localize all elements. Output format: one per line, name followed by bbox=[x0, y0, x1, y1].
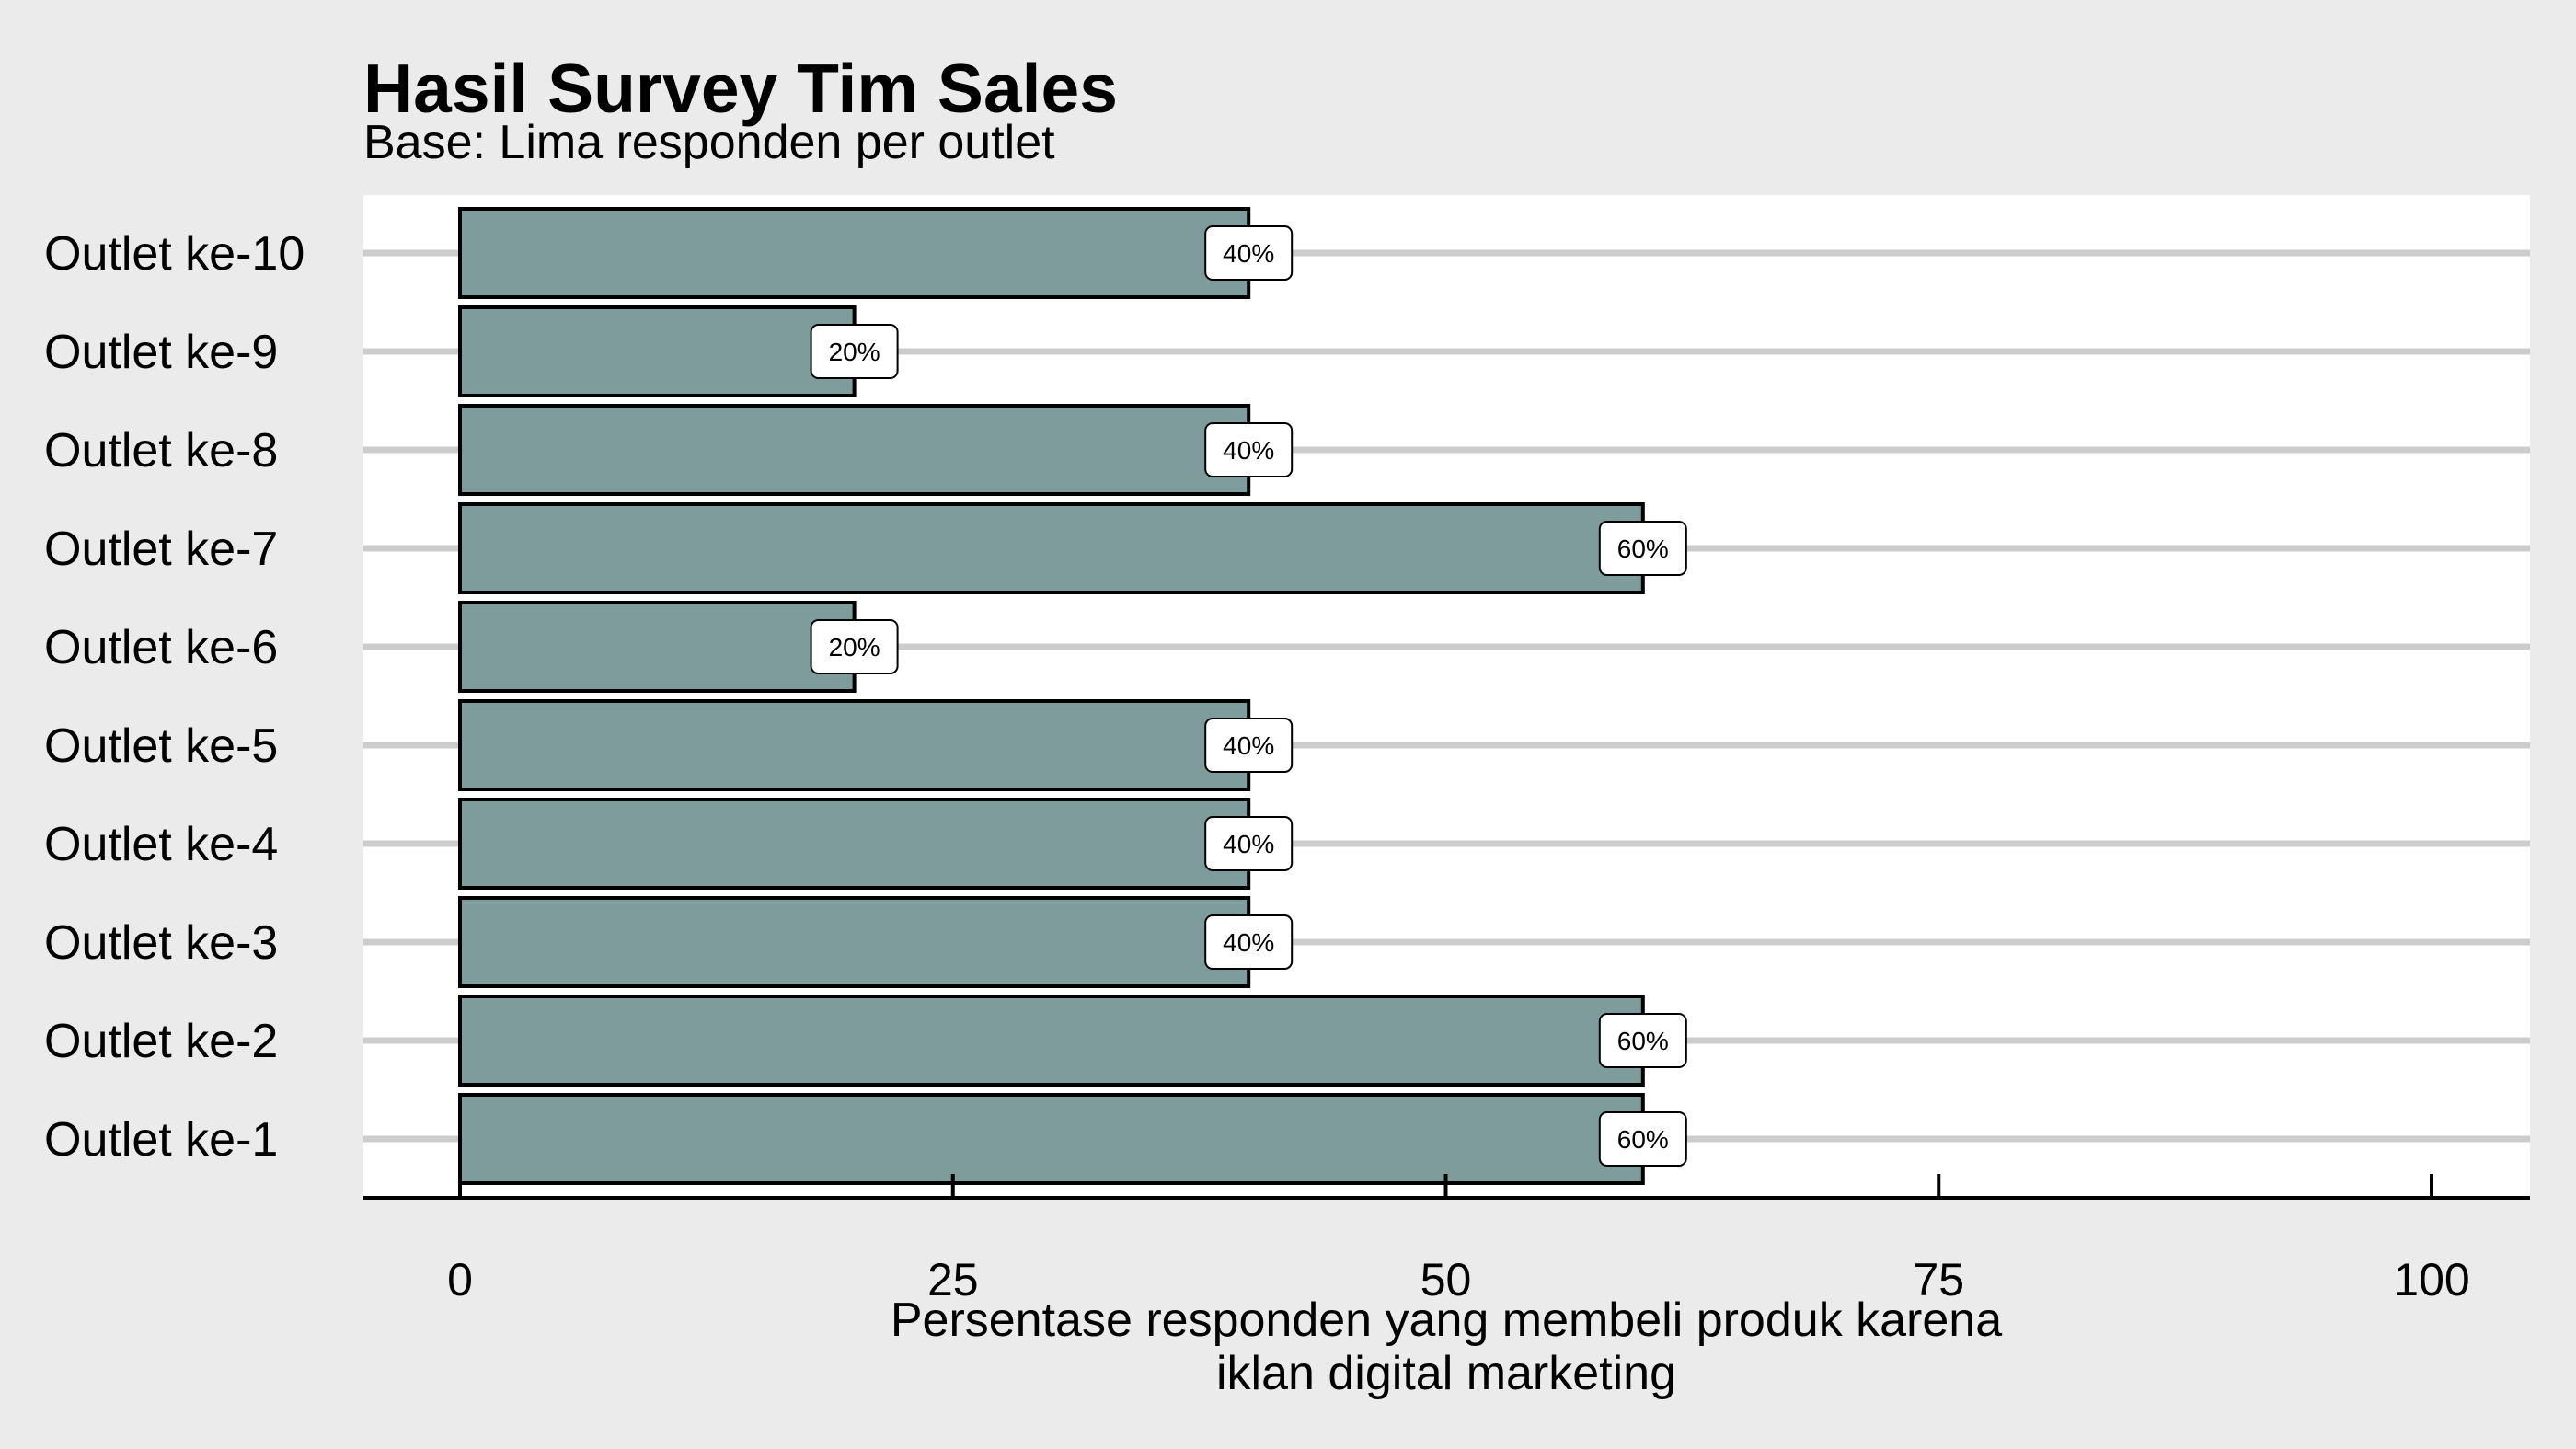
bar-outlet-ke-4 bbox=[458, 798, 1251, 890]
bar-outlet-ke-2 bbox=[458, 995, 1645, 1087]
data-label-box-outlet-ke-5 bbox=[1204, 718, 1294, 773]
x-axis-title-line-2: iklan digital marketing bbox=[1216, 1347, 1676, 1400]
bars bbox=[458, 207, 1645, 1185]
x-tick-label-75: 75 bbox=[1913, 1254, 1964, 1305]
x-tick-label-0: 0 bbox=[447, 1254, 473, 1305]
data-label-outlet-ke-1: 60% bbox=[1617, 1125, 1669, 1154]
bar-outlet-ke-5 bbox=[458, 699, 1251, 791]
chart-title: Hasil Survey Tim Sales bbox=[363, 50, 1118, 127]
data-label-outlet-ke-2: 60% bbox=[1617, 1027, 1669, 1055]
data-label-box-outlet-ke-6 bbox=[810, 619, 899, 674]
x-axis-ticks: 0 25 50 75 100 bbox=[447, 1174, 2470, 1305]
data-label-box-outlet-ke-10 bbox=[1204, 225, 1294, 281]
data-label-box-outlet-ke-4 bbox=[1204, 816, 1294, 871]
data-label-box-outlet-ke-3 bbox=[1204, 914, 1294, 970]
category-label-outlet-ke-8: Outlet ke-8 bbox=[44, 424, 278, 477]
category-label-outlet-ke-2: Outlet ke-2 bbox=[44, 1015, 278, 1068]
chart-subtitle: Base: Lima responden per outlet bbox=[363, 116, 1055, 169]
x-tick-label-50: 50 bbox=[1420, 1254, 1472, 1305]
bar-outlet-ke-1 bbox=[458, 1093, 1645, 1185]
category-label-outlet-ke-1: Outlet ke-1 bbox=[44, 1113, 278, 1167]
bar-outlet-ke-3 bbox=[458, 896, 1251, 988]
data-label-outlet-ke-5: 40% bbox=[1223, 731, 1274, 760]
bar-outlet-ke-8 bbox=[458, 404, 1251, 496]
data-label-box-outlet-ke-1 bbox=[1598, 1111, 1687, 1167]
category-labels: Outlet ke-10 Outlet ke-9 Outlet ke-8 Outlet… bbox=[44, 227, 305, 1167]
bar-outlet-ke-9 bbox=[458, 305, 857, 397]
category-label-outlet-ke-6: Outlet ke-6 bbox=[44, 621, 278, 674]
category-label-outlet-ke-3: Outlet ke-3 bbox=[44, 916, 278, 970]
category-label-outlet-ke-7: Outlet ke-7 bbox=[44, 523, 278, 576]
data-label-outlet-ke-4: 40% bbox=[1223, 830, 1274, 858]
data-labels: 40% 20% 40% 60% 20% 40% 40% 40% 60% 60% bbox=[810, 225, 1687, 1167]
category-label-outlet-ke-5: Outlet ke-5 bbox=[44, 719, 278, 773]
data-label-outlet-ke-10: 40% bbox=[1223, 239, 1274, 268]
bar-outlet-ke-7 bbox=[458, 502, 1645, 594]
category-label-outlet-ke-9: Outlet ke-9 bbox=[44, 326, 278, 379]
data-label-box-outlet-ke-8 bbox=[1204, 422, 1294, 477]
data-label-box-outlet-ke-2 bbox=[1598, 1013, 1687, 1068]
bar-outlet-ke-10 bbox=[458, 207, 1251, 299]
data-label-outlet-ke-6: 20% bbox=[829, 633, 880, 661]
data-label-box-outlet-ke-9 bbox=[810, 324, 899, 379]
data-label-outlet-ke-3: 40% bbox=[1223, 928, 1274, 957]
category-label-outlet-ke-4: Outlet ke-4 bbox=[44, 818, 278, 871]
data-label-outlet-ke-7: 60% bbox=[1617, 535, 1669, 563]
bar-outlet-ke-6 bbox=[458, 601, 857, 693]
x-tick-label-100: 100 bbox=[2393, 1254, 2469, 1305]
category-label-outlet-ke-10: Outlet ke-10 bbox=[44, 227, 305, 281]
data-label-outlet-ke-8: 40% bbox=[1223, 436, 1274, 465]
data-label-outlet-ke-9: 20% bbox=[829, 338, 880, 366]
data-label-box-outlet-ke-7 bbox=[1598, 521, 1687, 576]
x-axis-title-line-1: Persentase responden yang membeli produk… bbox=[891, 1294, 2002, 1347]
x-tick-label-25: 25 bbox=[927, 1254, 979, 1305]
